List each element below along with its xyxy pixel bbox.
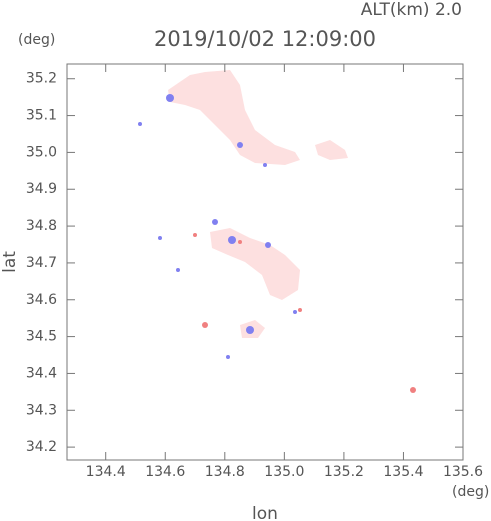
y-unit: (deg): [18, 32, 55, 48]
x-tick-label: 135.6: [443, 464, 483, 480]
y-label: lat: [0, 251, 20, 273]
echo-region: [168, 70, 300, 165]
y-tick-label: 35.0: [26, 144, 57, 160]
echo-positive: [193, 233, 416, 393]
x-label: lon: [252, 504, 278, 521]
y-tick-label: 35.1: [26, 108, 57, 124]
x-tick-label: 134.4: [86, 464, 126, 480]
x-tick-label: 134.6: [145, 464, 185, 480]
y-tick-label: 34.2: [26, 439, 57, 455]
echo-negative: [138, 94, 297, 359]
x-tick-label: 134.8: [205, 464, 245, 480]
plot-frame: [66, 63, 464, 461]
x-tick-label: 135.2: [324, 464, 364, 480]
y-tick-label: 34.4: [26, 365, 57, 381]
subtitle: ALT(km) 2.0: [361, 0, 462, 20]
x-tick-label: 135.4: [383, 464, 423, 480]
echoes: [138, 70, 416, 393]
y-tick-label: 34.5: [26, 329, 57, 345]
chart-title: 2019/10/02 12:09:00: [154, 27, 376, 51]
echo-region: [315, 140, 348, 160]
x-unit: (deg): [452, 484, 489, 500]
y-tick-label: 34.6: [26, 292, 57, 308]
echo-region: [210, 228, 300, 300]
x-tick-label: 135.0: [264, 464, 304, 480]
y-tick-label: 35.2: [26, 71, 57, 87]
y-tick-label: 34.8: [26, 218, 57, 234]
y-tick-label: 34.7: [26, 255, 57, 271]
y-tick-label: 34.9: [26, 181, 57, 197]
y-tick-label: 34.3: [26, 402, 57, 418]
